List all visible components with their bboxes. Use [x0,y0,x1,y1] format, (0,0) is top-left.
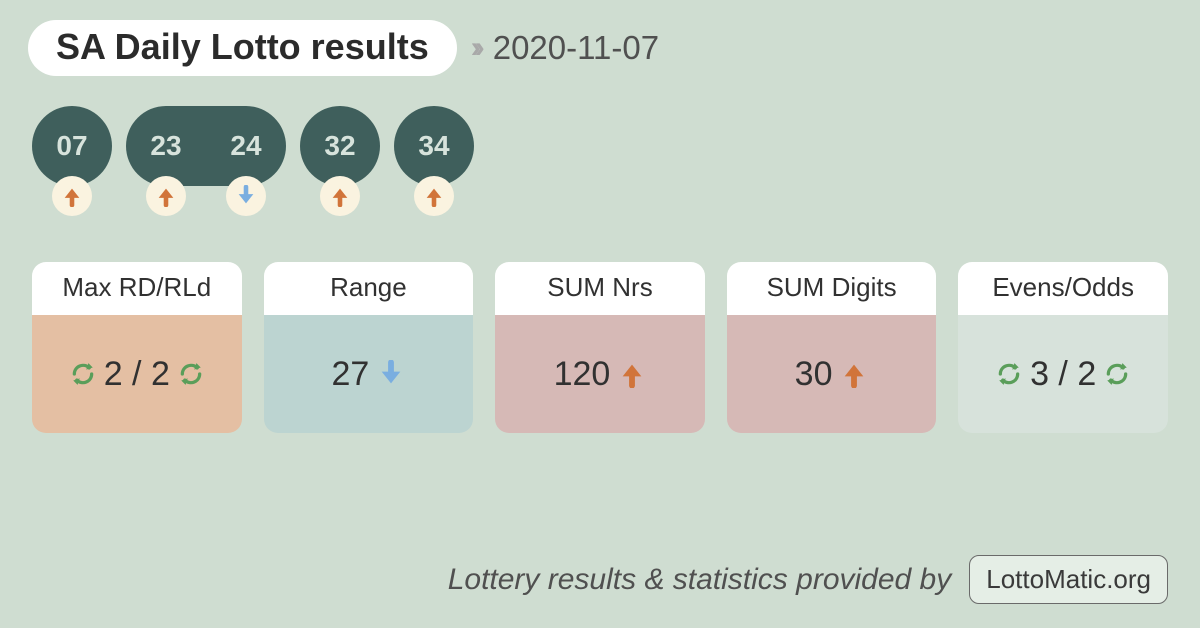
page-title: SA Daily Lotto results [28,20,457,76]
stat-card: SUM Digits 30 [727,262,937,433]
refresh-icon [996,361,1022,387]
stat-card-label: Max RD/RLd [32,262,242,315]
stat-value-text: 2 / 2 [104,355,170,394]
stat-card-label: Range [264,262,474,315]
refresh-icon [70,361,96,387]
stat-card: SUM Nrs 120 [495,262,705,433]
chevron-right-icon: ›› [471,33,479,63]
arrow-up-icon [618,360,646,388]
ball-column: 34 [394,106,474,216]
header: SA Daily Lotto results ›› 2020-11-07 [28,20,1172,76]
stat-value-text: 3 / 2 [1030,355,1096,394]
results-date: 2020-11-07 [493,29,659,67]
stat-value-text: 27 [331,355,369,394]
footer-text: Lottery results & statistics provided by [448,563,952,597]
lotto-ball: 34 [394,106,474,186]
refresh-icon [1104,361,1130,387]
arrow-down-icon [377,360,405,388]
source-badge: LottoMatic.org [969,555,1168,604]
stat-card: Evens/Odds 3 / 2 [958,262,1168,433]
stat-card: Range 27 [264,262,474,433]
stat-value-text: 120 [554,355,611,394]
lotto-ball: 32 [300,106,380,186]
ball-column: 07 [32,106,112,216]
arrow-up-icon [320,176,360,216]
arrow-up-icon [146,176,186,216]
number-balls-row: 0723243234 [28,106,1172,216]
arrow-up-icon [52,176,92,216]
stat-card-value: 2 / 2 [32,315,242,433]
lotto-ball: 24 [206,106,286,186]
attribution-footer: Lottery results & statistics provided by… [448,555,1168,604]
lotto-ball: 23 [126,106,206,186]
lotto-results-panel: SA Daily Lotto results ›› 2020-11-07 072… [0,0,1200,628]
stat-card-value: 27 [264,315,474,433]
refresh-icon [178,361,204,387]
stat-card-label: SUM Digits [727,262,937,315]
stat-value-text: 30 [795,355,833,394]
ball-column: 32 [300,106,380,216]
stat-card-value: 3 / 2 [958,315,1168,433]
arrow-up-icon [840,360,868,388]
stat-card: Max RD/RLd 2 / 2 [32,262,242,433]
ball-column: 24 [206,106,286,216]
stat-card-label: Evens/Odds [958,262,1168,315]
stat-card-label: SUM Nrs [495,262,705,315]
stat-card-value: 30 [727,315,937,433]
arrow-up-icon [414,176,454,216]
ball-column: 23 [126,106,206,216]
stat-card-value: 120 [495,315,705,433]
lotto-ball: 07 [32,106,112,186]
stats-row: Max RD/RLd 2 / 2 Range 27 SUM Nrs 120 SUM Digi… [28,262,1172,433]
arrow-down-icon [226,176,266,216]
